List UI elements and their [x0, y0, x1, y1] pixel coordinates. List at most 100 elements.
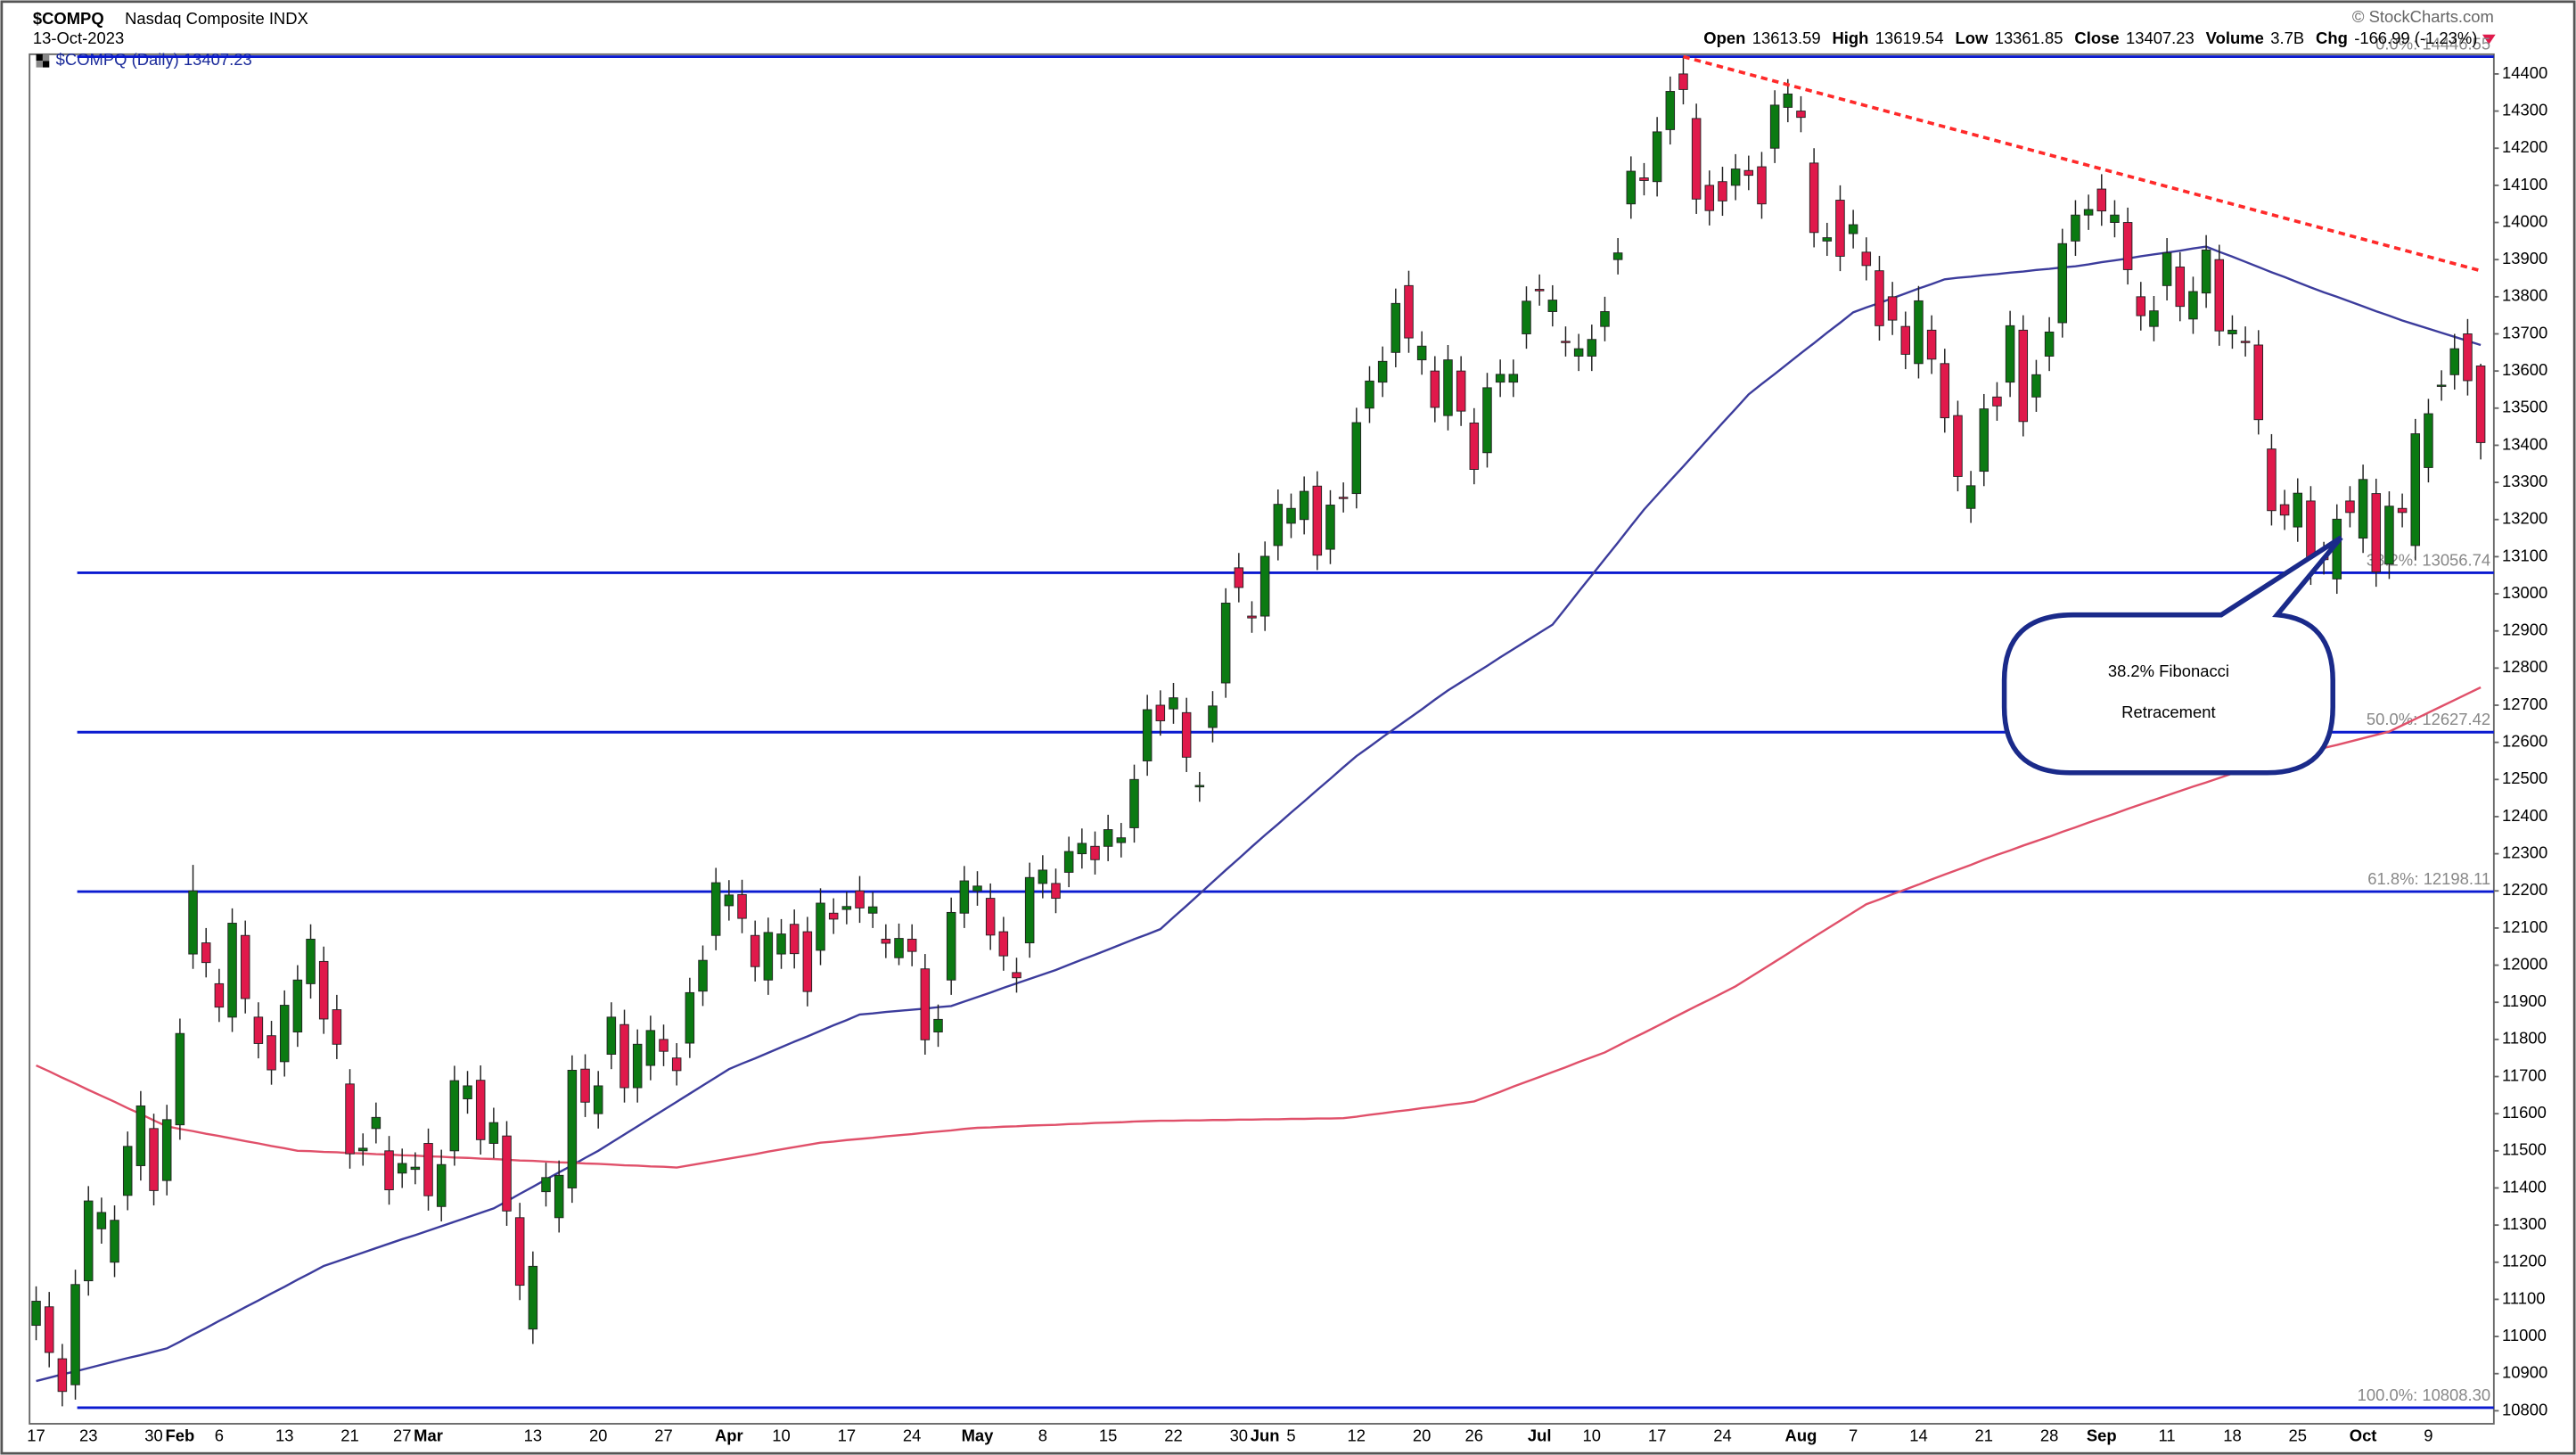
ohlc-bar: Open 13613.59 High 13619.54 Low 13361.85 Close…: [1703, 29, 2477, 47]
candle-body: [1561, 341, 1571, 343]
candle-body: [1286, 507, 1296, 524]
ohlc-label: High: [1832, 29, 1868, 47]
candle-body: [1678, 73, 1688, 90]
change-arrow: [2482, 34, 2496, 45]
candle-body: [227, 923, 237, 1018]
candle-body: [267, 1035, 276, 1071]
y-tick-label: 13500: [2502, 398, 2547, 416]
x-tick-label: 23: [79, 1426, 97, 1445]
candle-body: [1796, 111, 1806, 119]
candle-body: [1757, 166, 1767, 205]
candle-body: [2424, 413, 2433, 468]
candle-body: [881, 938, 891, 944]
x-tick-label: 10: [1583, 1426, 1601, 1445]
candle-body: [1691, 118, 1702, 200]
candle-body: [345, 1083, 355, 1155]
candle-body: [240, 934, 250, 999]
y-tick-label: 11700: [2502, 1065, 2547, 1084]
candle-body: [2463, 333, 2473, 382]
candle-body: [1365, 380, 1374, 409]
candle-body: [292, 979, 303, 1033]
ohlc-value: -166.99 (-1.23%): [2354, 29, 2477, 47]
candle-body: [841, 906, 852, 910]
fib-label: 38.2%: 13056.74: [2367, 550, 2490, 569]
candle-body: [449, 1080, 460, 1152]
candle-body: [816, 902, 825, 951]
candle-body: [1953, 415, 1963, 477]
y-tick-label: 12700: [2502, 695, 2547, 713]
marks: 10800 10900 11000 11100 11200 11300 11400 11500…: [27, 35, 2547, 1445]
x-tick-label: 18: [2223, 1426, 2241, 1445]
candle-body: [789, 924, 800, 955]
candle-body: [70, 1284, 80, 1385]
annotation-text: 38.2% Fibonacci: [2108, 662, 2229, 680]
candle-body: [959, 880, 970, 914]
candle-body: [2436, 384, 2447, 387]
candle-body: [1508, 374, 1519, 383]
candle-body: [2267, 448, 2277, 512]
x-tick-label: 26: [1465, 1426, 1483, 1445]
candle-body: [2240, 341, 2251, 343]
candle-body: [1051, 883, 1061, 900]
candle-body: [2345, 500, 2355, 514]
candle-body: [2358, 479, 2368, 539]
candle-body: [161, 1119, 172, 1181]
candle-body: [2122, 222, 2133, 270]
candle-body: [763, 932, 774, 981]
candle-body: [671, 1057, 682, 1072]
x-tick-label: Mar: [414, 1426, 443, 1445]
x-tick-label: Feb: [165, 1426, 194, 1445]
candle-body: [1639, 177, 1649, 181]
candle-body: [1809, 162, 1819, 234]
candle-body: [371, 1116, 381, 1130]
x-tick-label: 14: [1909, 1426, 1927, 1445]
x-tick-label: 17: [27, 1426, 45, 1445]
annotation-callout: [2001, 535, 2343, 776]
candle-body: [1835, 200, 1845, 257]
y-tick-label: 13700: [2502, 323, 2547, 341]
candle-body: [1848, 224, 1858, 234]
candle-body: [306, 938, 316, 984]
candle-body: [2005, 325, 2015, 383]
x-tick-label: 22: [1164, 1426, 1182, 1445]
candle-body: [2293, 492, 2303, 528]
fib-label: 50.0%: 12627.42: [2367, 710, 2490, 728]
candle-body: [475, 1080, 486, 1140]
candle-body: [1887, 296, 1898, 321]
candle-body: [867, 906, 878, 914]
y-tick-label: 12900: [2502, 621, 2547, 639]
y-tick-label: 12500: [2502, 769, 2547, 787]
candle-body: [2201, 249, 2211, 294]
ohlc-value: 13361.85: [1995, 29, 2063, 47]
candle-body: [514, 1217, 525, 1286]
candle-body: [1312, 485, 1323, 556]
candle-body: [31, 1301, 41, 1327]
y-tick-label: 14000: [2502, 211, 2547, 230]
ohlc-label: Chg: [2316, 29, 2348, 47]
candle-body: [279, 1005, 290, 1063]
candle-body: [998, 931, 1009, 957]
candle-body: [619, 1023, 629, 1089]
candle-body: [1063, 851, 1074, 873]
candle-body: [1038, 869, 1048, 884]
candle-body: [2475, 366, 2486, 443]
fib-label: 100.0%: 10808.30: [2358, 1385, 2491, 1404]
candle-body: [2018, 329, 2029, 423]
candle-body: [1155, 704, 1166, 721]
candle-body: [135, 1105, 146, 1166]
y-tick-label: 12400: [2502, 806, 2547, 825]
ohlc-label: Close: [2074, 29, 2119, 47]
candle-body: [1443, 359, 1453, 416]
candle-body: [1992, 396, 2002, 407]
candle-body: [632, 1043, 643, 1089]
candle-body: [96, 1212, 107, 1229]
candle-body: [2397, 507, 2408, 514]
candle-body: [2149, 310, 2159, 327]
candle-body: [1103, 829, 1113, 847]
candle-body: [2384, 506, 2394, 565]
candle-body: [1926, 329, 1937, 360]
y-tick-label: 13800: [2502, 286, 2547, 305]
candle-body: [2253, 344, 2264, 421]
y-tick-label: 12000: [2502, 954, 2547, 973]
y-tick-label: 11600: [2502, 1103, 2547, 1122]
